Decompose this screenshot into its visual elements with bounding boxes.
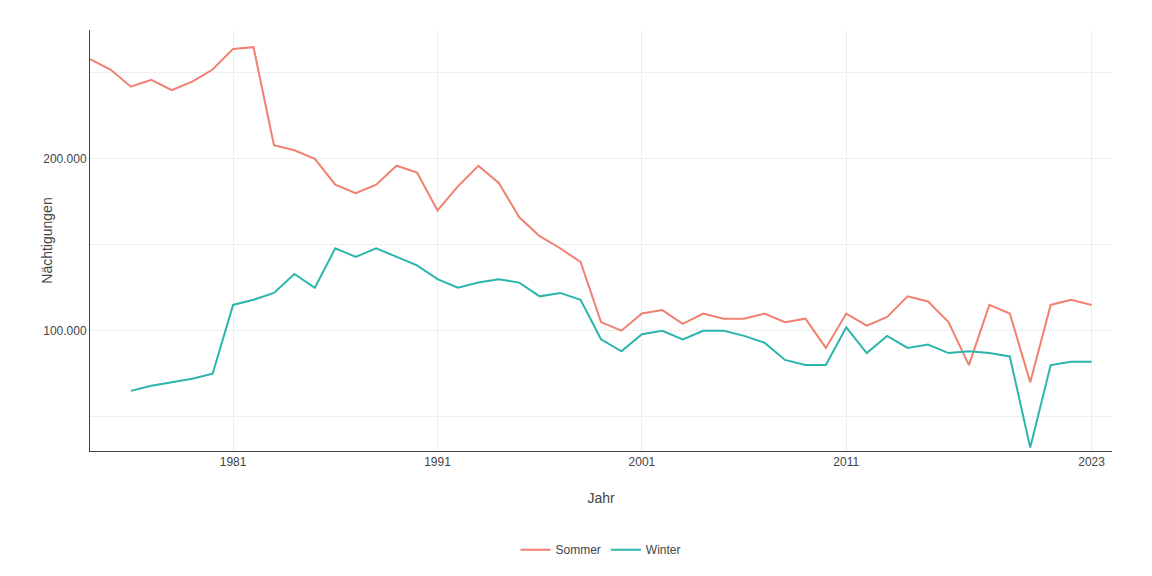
svg-text:1981: 1981 xyxy=(220,455,247,469)
svg-text:2001: 2001 xyxy=(629,455,656,469)
svg-text:1991: 1991 xyxy=(424,455,451,469)
svg-text:Sommer: Sommer xyxy=(556,543,601,557)
svg-text:Winter: Winter xyxy=(646,543,681,557)
svg-text:100.000: 100.000 xyxy=(43,324,87,338)
svg-text:2023: 2023 xyxy=(1078,455,1105,469)
svg-text:2011: 2011 xyxy=(833,455,859,469)
svg-text:Nächtigungen: Nächtigungen xyxy=(39,197,55,283)
svg-text:200.000: 200.000 xyxy=(43,152,87,166)
svg-text:Jahr: Jahr xyxy=(587,490,615,506)
